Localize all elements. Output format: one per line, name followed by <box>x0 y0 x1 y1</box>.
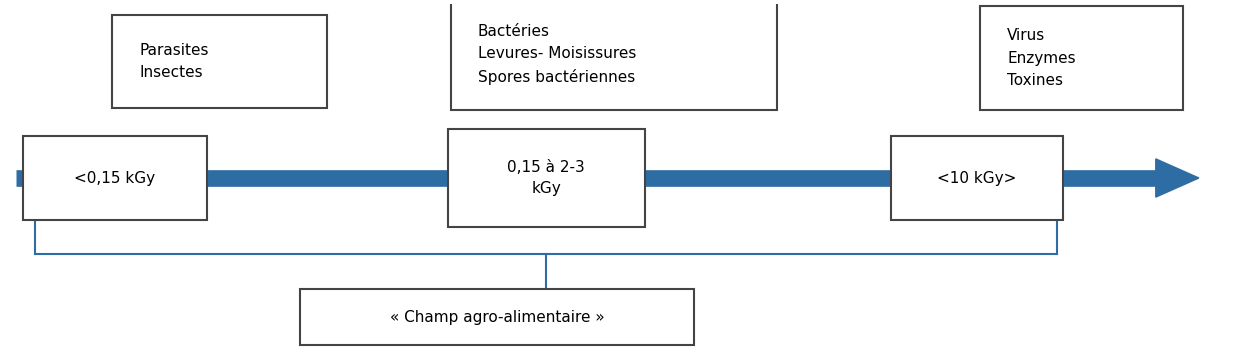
FancyBboxPatch shape <box>892 136 1064 220</box>
FancyBboxPatch shape <box>22 136 207 220</box>
Text: 0,15 à 2-3
kGy: 0,15 à 2-3 kGy <box>507 160 585 196</box>
FancyBboxPatch shape <box>300 289 694 345</box>
FancyBboxPatch shape <box>450 0 777 110</box>
FancyBboxPatch shape <box>448 129 645 227</box>
FancyBboxPatch shape <box>112 15 327 109</box>
FancyBboxPatch shape <box>981 6 1183 110</box>
Text: Bactéries
Levures- Moisissures
Spores bactériennes: Bactéries Levures- Moisissures Spores ba… <box>477 24 636 85</box>
Text: Parasites
Insectes: Parasites Insectes <box>139 43 208 80</box>
Text: <10 kGy>: <10 kGy> <box>937 171 1017 185</box>
Polygon shape <box>1156 159 1199 197</box>
Text: <0,15 kGy: <0,15 kGy <box>74 171 155 185</box>
Text: « Champ agro-alimentaire »: « Champ agro-alimentaire » <box>389 310 604 325</box>
Text: Virus
Enzymes
Toxines: Virus Enzymes Toxines <box>1007 28 1076 88</box>
